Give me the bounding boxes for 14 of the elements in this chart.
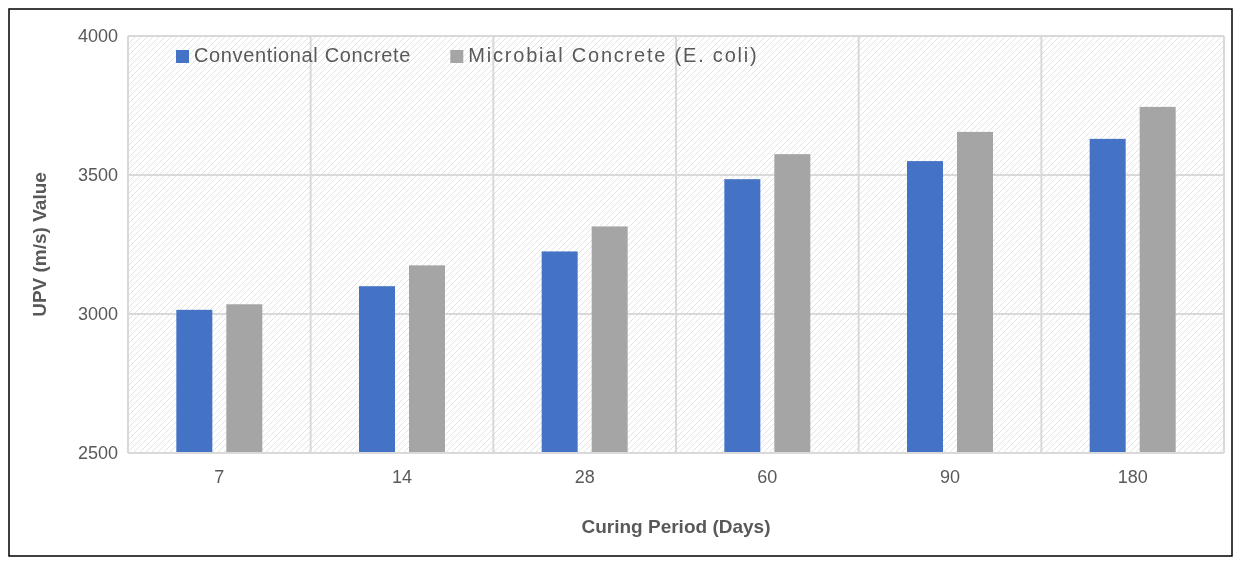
x-tick-label: 180 bbox=[1117, 467, 1148, 487]
x-tick-label: 28 bbox=[574, 467, 595, 487]
legend-label: Conventional Concrete bbox=[194, 44, 411, 66]
y-tick-label: 4000 bbox=[77, 26, 118, 47]
x-tick-label: 7 bbox=[214, 467, 225, 487]
y-axis-title: UPV (m/s) Value bbox=[29, 172, 50, 317]
x-tick-label: 60 bbox=[757, 467, 778, 487]
x-axis-title: Curing Period (Days) bbox=[581, 516, 771, 537]
y-tick-label: 3500 bbox=[77, 165, 118, 186]
x-tick-label: 90 bbox=[939, 467, 961, 487]
y-tick-label: 2500 bbox=[77, 443, 118, 464]
x-tick-label: 14 bbox=[391, 467, 413, 487]
y-tick-label: 3000 bbox=[77, 304, 118, 325]
legend-label: Microbial Concrete (E. coli) bbox=[468, 44, 757, 66]
